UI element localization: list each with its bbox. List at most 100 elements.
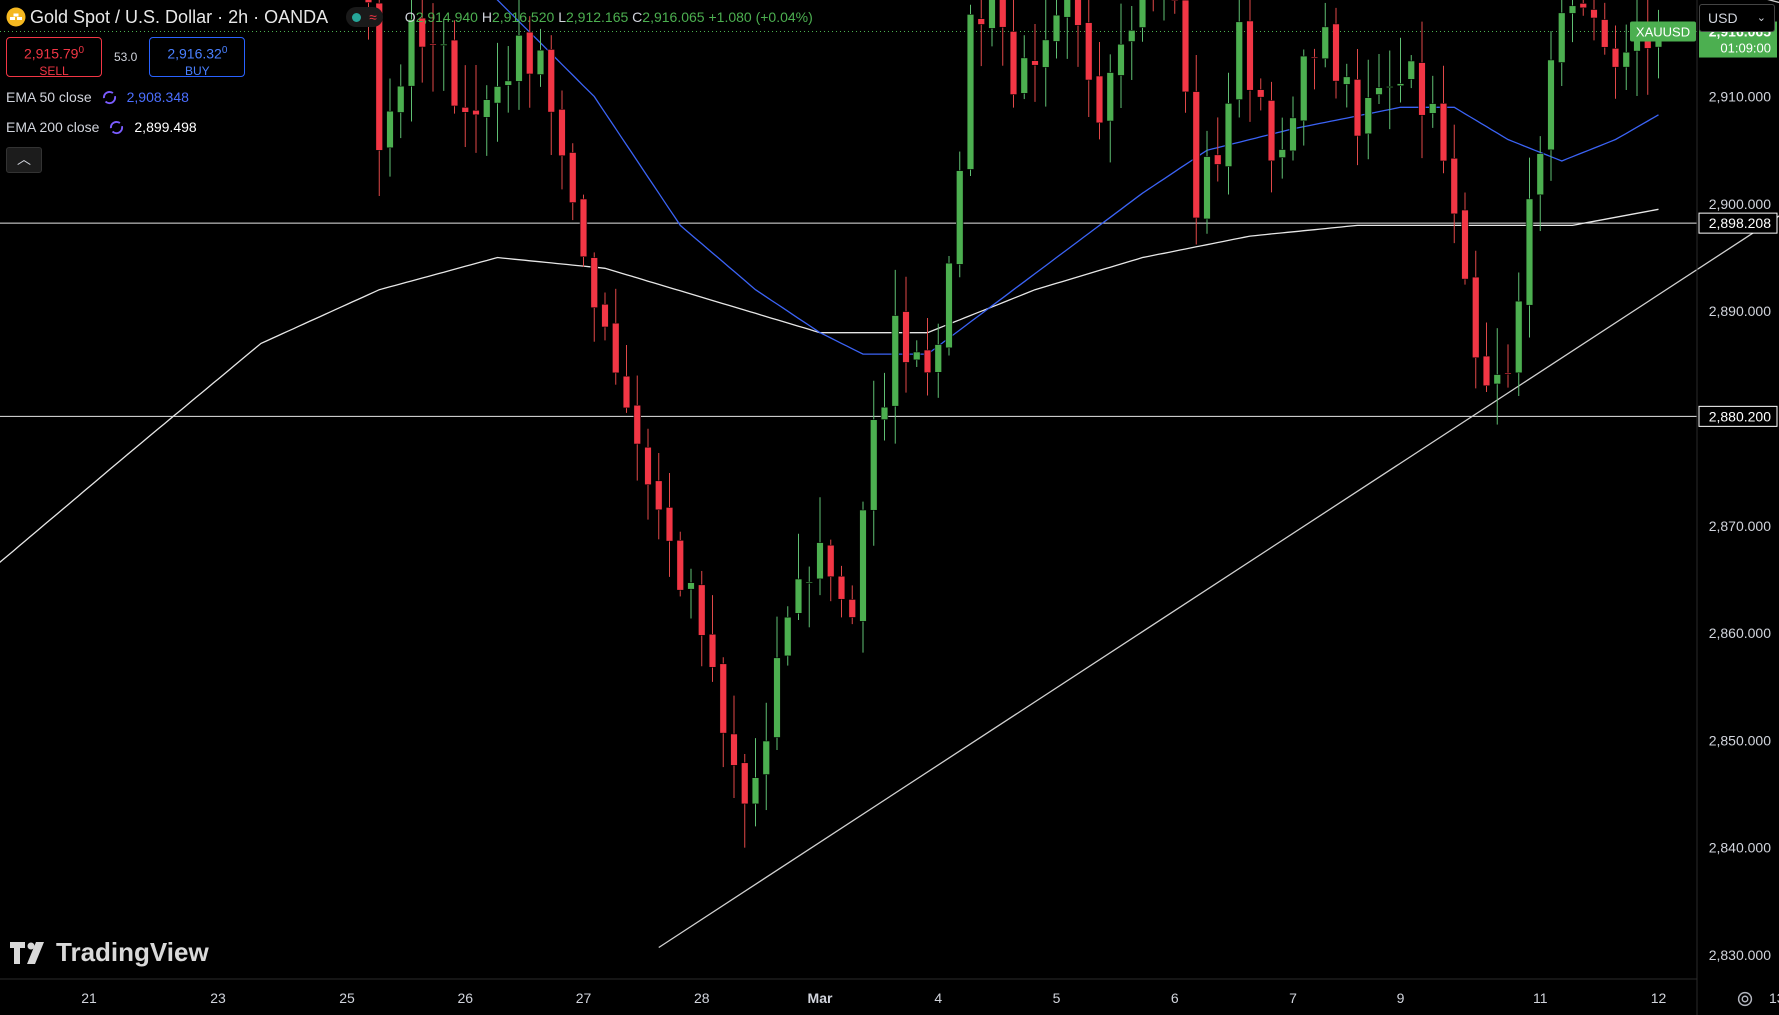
candle-body [1321,26,1329,60]
candle [644,428,652,520]
candle [547,35,555,155]
candle [880,372,889,441]
candle [1310,48,1319,90]
currency-select[interactable]: USD ⌄ [1699,4,1775,32]
candle-body [1171,0,1179,1]
candle-body [741,762,749,805]
bar-countdown: 01:09:00 [1720,41,1771,56]
candle [1278,117,1286,179]
candle-body [1063,0,1071,18]
candle [1461,192,1469,285]
time-tick-label: 28 [694,990,710,1006]
indicator-ema200[interactable]: EMA 200 close 2,899.498 [6,119,197,135]
price-tick-label: 2,860.000 [1709,625,1771,641]
candle [1536,136,1544,232]
candle-body [655,480,663,511]
price-tick-label: 2,890.000 [1709,303,1771,319]
candle-body [1106,72,1114,122]
candle-body [1138,0,1147,28]
chevron-up-icon: ︿ [17,151,31,167]
candle-body [730,733,738,766]
candle-body [1117,43,1125,76]
candle [1472,250,1480,389]
candle [1138,0,1147,42]
price-level-box [1698,405,1778,427]
candle-body [1214,154,1222,165]
candle [1052,0,1061,59]
time-tick-label: 23 [210,990,226,1006]
candle-body [1192,91,1200,219]
time-tick-label: 13 [1769,990,1779,1006]
symbol-tag-box [1630,21,1696,42]
candle-body [386,110,394,149]
candle-body [1536,153,1544,196]
candle-body [880,406,889,420]
price-level-value: 2,880.200 [1709,408,1771,424]
price-change: +1.080 (+0.04%) [708,9,813,25]
candle [805,566,813,628]
candle [665,472,674,577]
candle [429,3,437,92]
candle [386,78,394,177]
symbol-title[interactable]: Gold Spot / U.S. Dollar · 2h · OANDA [30,6,329,27]
candle-body [1020,57,1028,94]
candle-body [1547,59,1555,151]
candle [1063,0,1071,59]
collapse-legend-button[interactable]: ︿ [6,147,42,173]
buy-button[interactable]: 2,916.320 BUY [149,37,246,78]
candle-body [1031,60,1039,66]
candle-body [407,19,416,87]
price-tick-label: 2,870.000 [1709,518,1771,534]
candle [418,0,426,83]
candle [719,657,727,768]
candle [1386,50,1394,130]
candle-body [1203,156,1211,220]
price-tick-label: 2,850.000 [1709,732,1771,748]
candle [741,753,749,848]
time-tick-label: 12 [1651,990,1667,1006]
candle [1343,63,1351,108]
candle-body [1579,3,1587,9]
market-status[interactable]: ≈ [346,7,383,27]
candle-body [1461,209,1469,280]
indicator-label: EMA 50 close [6,89,92,105]
candle-body [762,740,770,775]
candle [956,151,964,278]
indicator-ema50[interactable]: EMA 50 close 2,908.348 [6,89,189,105]
symbol-tag-text: XAUUSD [1636,25,1690,40]
candle [1267,81,1276,193]
candle [698,570,706,667]
candle-body [450,39,459,107]
candle-body [773,657,781,738]
candle [440,18,448,91]
candle [1450,124,1458,244]
candle-body [1558,12,1566,63]
candle-body [816,542,824,580]
candle [784,606,792,666]
candle-body [794,578,803,614]
candle [1601,2,1609,55]
candle-body [1289,117,1297,152]
candle-body [1310,56,1319,59]
settings-gear-icon[interactable] [1734,988,1756,1010]
candle-body [902,311,910,363]
candle-body [1042,39,1050,68]
candle [1493,328,1501,425]
candle [1031,23,1039,102]
candle [1106,54,1114,163]
candle-body [1493,374,1501,385]
candle [526,16,534,108]
candle-body [1085,22,1093,81]
candle [1439,65,1448,174]
candle-body [1009,31,1018,95]
tradingview-icon [10,941,44,964]
candle [579,194,588,267]
tradingview-logo: TradingView [10,937,209,968]
candle [1396,37,1405,103]
candle-body [1601,19,1609,48]
candle-body [612,322,620,374]
candle [601,292,609,341]
candle-body [1611,48,1620,68]
sell-button[interactable]: 2,915.790 SELL [6,37,102,78]
